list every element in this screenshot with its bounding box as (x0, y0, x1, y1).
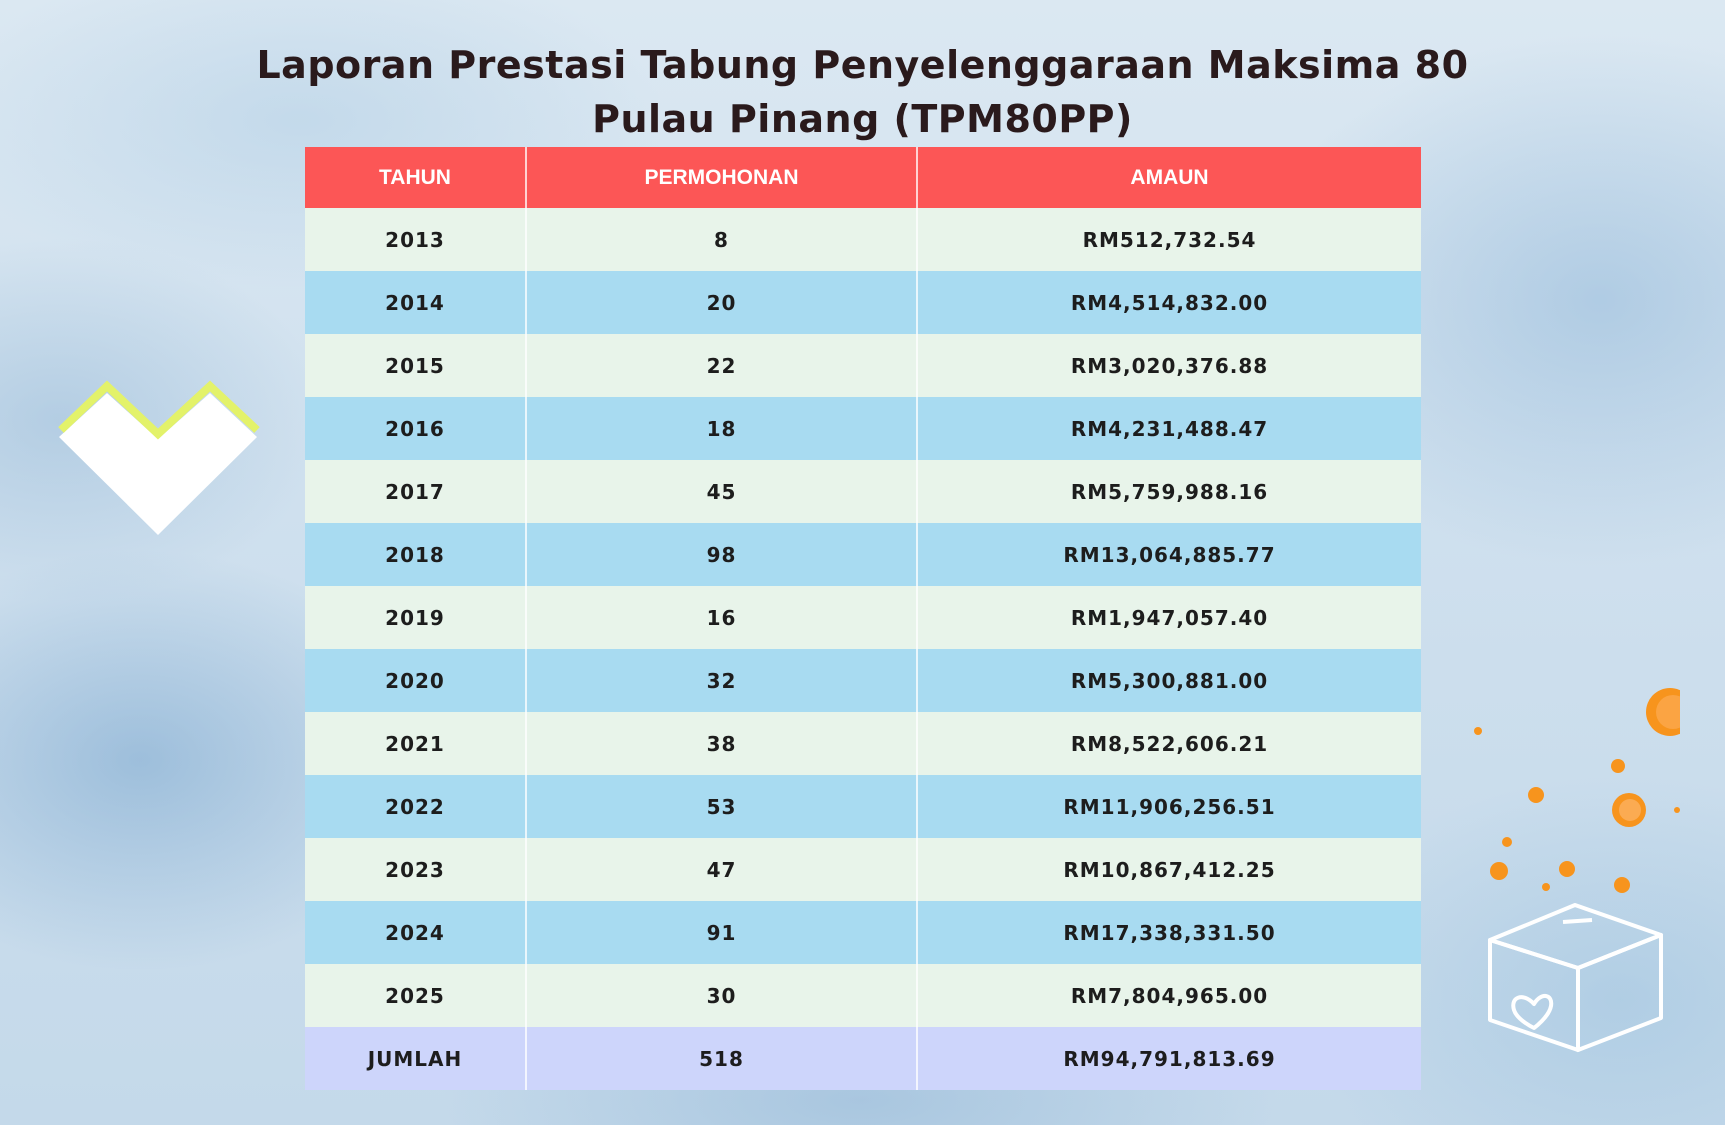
total-amount: RM94,791,813.69 (917, 1027, 1421, 1090)
cell-amount: RM13,064,885.77 (917, 523, 1421, 586)
cell-year: 2021 (305, 712, 527, 775)
cell-applications: 16 (526, 586, 918, 649)
table-row: 2016 18 RM4,231,488.47 (305, 397, 1421, 460)
cell-amount: RM11,906,256.51 (917, 775, 1421, 838)
cell-amount: RM5,300,881.00 (917, 649, 1421, 712)
cell-amount: RM3,020,376.88 (917, 334, 1421, 397)
cell-year: 2024 (305, 901, 527, 964)
cell-amount: RM8,522,606.21 (917, 712, 1421, 775)
cell-amount: RM512,732.54 (917, 208, 1421, 271)
cell-year: 2015 (305, 334, 527, 397)
cell-applications: 98 (526, 523, 918, 586)
cell-applications: 47 (526, 838, 918, 901)
cell-applications: 20 (526, 271, 918, 334)
cell-year: 2013 (305, 208, 527, 271)
heart-shape-icon (58, 380, 260, 535)
table-row: 2021 38 RM8,522,606.21 (305, 712, 1421, 775)
cell-applications: 30 (526, 964, 918, 1027)
donation-box-icon (1488, 903, 1663, 1052)
table-row: 2018 98 RM13,064,885.77 (305, 523, 1421, 586)
table-row: 2025 30 RM7,804,965.00 (305, 964, 1421, 1027)
cell-applications: 45 (526, 460, 918, 523)
cell-applications: 53 (526, 775, 918, 838)
cell-year: 2017 (305, 460, 527, 523)
title-line-2: Pulau Pinang (TPM80PP) (592, 97, 1133, 141)
cell-applications: 91 (526, 901, 918, 964)
cell-year: 2018 (305, 523, 527, 586)
cell-applications: 22 (526, 334, 918, 397)
cell-year: 2016 (305, 397, 527, 460)
cell-amount: RM10,867,412.25 (917, 838, 1421, 901)
cell-amount: RM7,804,965.00 (917, 964, 1421, 1027)
table-row: 2019 16 RM1,947,057.40 (305, 586, 1421, 649)
page-title: Laporan Prestasi Tabung Penyelenggaraan … (0, 38, 1725, 146)
table-total-row: JUMLAH 518 RM94,791,813.69 (305, 1027, 1421, 1090)
cell-year: 2022 (305, 775, 527, 838)
table-row: 2020 32 RM5,300,881.00 (305, 649, 1421, 712)
total-applications: 518 (526, 1027, 918, 1090)
header-tahun: TAHUN (305, 147, 527, 208)
total-label: JUMLAH (305, 1027, 527, 1090)
table-header-row: TAHUN PERMOHONAN AMAUN (305, 147, 1421, 208)
table-row: 2017 45 RM5,759,988.16 (305, 460, 1421, 523)
table-row: 2014 20 RM4,514,832.00 (305, 271, 1421, 334)
table-row: 2023 47 RM10,867,412.25 (305, 838, 1421, 901)
cell-year: 2025 (305, 964, 527, 1027)
cell-year: 2014 (305, 271, 527, 334)
table-row: 2022 53 RM11,906,256.51 (305, 775, 1421, 838)
cell-applications: 38 (526, 712, 918, 775)
tpm80pp-report-table: TAHUN PERMOHONAN AMAUN 2013 8 RM512,732.… (305, 147, 1421, 1090)
cell-year: 2023 (305, 838, 527, 901)
header-permohonan: PERMOHONAN (526, 147, 918, 208)
cell-amount: RM5,759,988.16 (917, 460, 1421, 523)
table-row: 2015 22 RM3,020,376.88 (305, 334, 1421, 397)
header-amaun: AMAUN (917, 147, 1421, 208)
cell-amount: RM1,947,057.40 (917, 586, 1421, 649)
cell-amount: RM4,514,832.00 (917, 271, 1421, 334)
coins-icon (1474, 688, 1680, 893)
cell-applications: 8 (526, 208, 918, 271)
cell-year: 2020 (305, 649, 527, 712)
cell-applications: 18 (526, 397, 918, 460)
cell-amount: RM17,338,331.50 (917, 901, 1421, 964)
cell-amount: RM4,231,488.47 (917, 397, 1421, 460)
title-line-1: Laporan Prestasi Tabung Penyelenggaraan … (256, 43, 1469, 87)
table-row: 2013 8 RM512,732.54 (305, 208, 1421, 271)
cell-applications: 32 (526, 649, 918, 712)
table-row: 2024 91 RM17,338,331.50 (305, 901, 1421, 964)
cell-year: 2019 (305, 586, 527, 649)
